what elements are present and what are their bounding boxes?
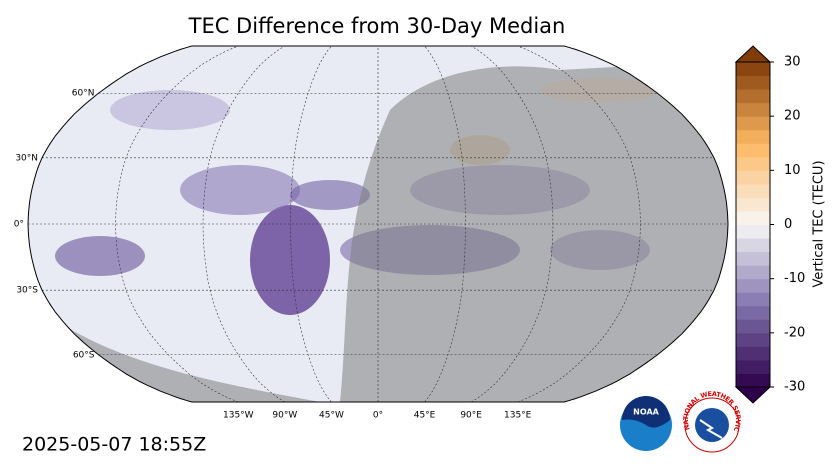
colorbar-swatch [736,102,770,117]
colorbar-tick-label: -30 [784,380,805,395]
colorbar-tick-label: 30 [784,55,801,70]
colorbar-swatch [736,75,770,90]
colorbar-swatch [736,170,770,185]
colorbar-swatch [736,332,770,347]
colorbar: 30 20 10 0 -10 -20 -30 [734,45,805,404]
grid-line [424,46,466,402]
colorbar-tick-label: -20 [784,325,805,340]
colorbar-swatch [736,251,770,266]
lat-label: 60°N [72,89,95,99]
map-title: TEC Difference from 30-Day Median [188,14,566,38]
lon-label: 135°E [504,411,532,421]
colorbar-swatch [736,238,770,253]
colorbar-swatch [736,224,770,239]
globe-outline [27,45,729,403]
colorbar-tick-label: 20 [784,109,801,124]
grid-line [202,46,286,402]
colorbar-swatch [736,359,770,374]
colorbar-swatch [736,129,770,144]
colorbar-swatch [736,319,770,334]
colorbar-swatch [736,305,770,320]
lat-label: 0° [14,220,24,230]
lon-label: 90°E [460,411,482,421]
grid-line [517,46,641,402]
colorbar-label: Vertical TEC (TECU) [812,160,827,287]
colorbar-swatch [736,89,770,104]
lon-label: 90°W [272,411,297,421]
colorbar-swatch [736,183,770,198]
lat-label: 60°S [73,350,95,360]
colorbar-swatch [736,265,770,280]
colorbar-swatch [736,156,770,171]
colorbar-swatch [736,278,770,293]
lon-label: 0° [373,411,383,421]
lon-label: 135°W [223,411,254,421]
lon-label: 45°E [414,411,436,421]
lat-label: 30°N [15,153,38,163]
colorbar-tick-label: -10 [784,271,805,286]
colorbar-extend [734,45,772,63]
colorbar-tick-label: 0 [784,217,792,232]
timestamp: 2025-05-07 18:55Z [22,434,206,456]
grid-line [115,46,239,402]
grid-line [290,46,332,402]
lat-label: 30°S [16,286,38,296]
noaa-logo: NOAA [620,396,672,451]
noaa-text: NOAA [633,408,659,417]
colorbar-swatch [736,143,770,158]
map [27,45,729,403]
colorbar-swatch [736,292,770,307]
colorbar-swatch [736,62,770,77]
lon-label: 45°W [319,411,344,421]
colorbar-swatch [736,197,770,212]
colorbar-swatch [736,346,770,361]
colorbar-extend [734,386,772,404]
colorbar-swatch [736,373,770,388]
colorbar-tick-label: 10 [784,163,801,178]
colorbar-swatch [736,116,770,131]
colorbar-swatch [736,210,770,225]
grid-line [470,46,554,402]
